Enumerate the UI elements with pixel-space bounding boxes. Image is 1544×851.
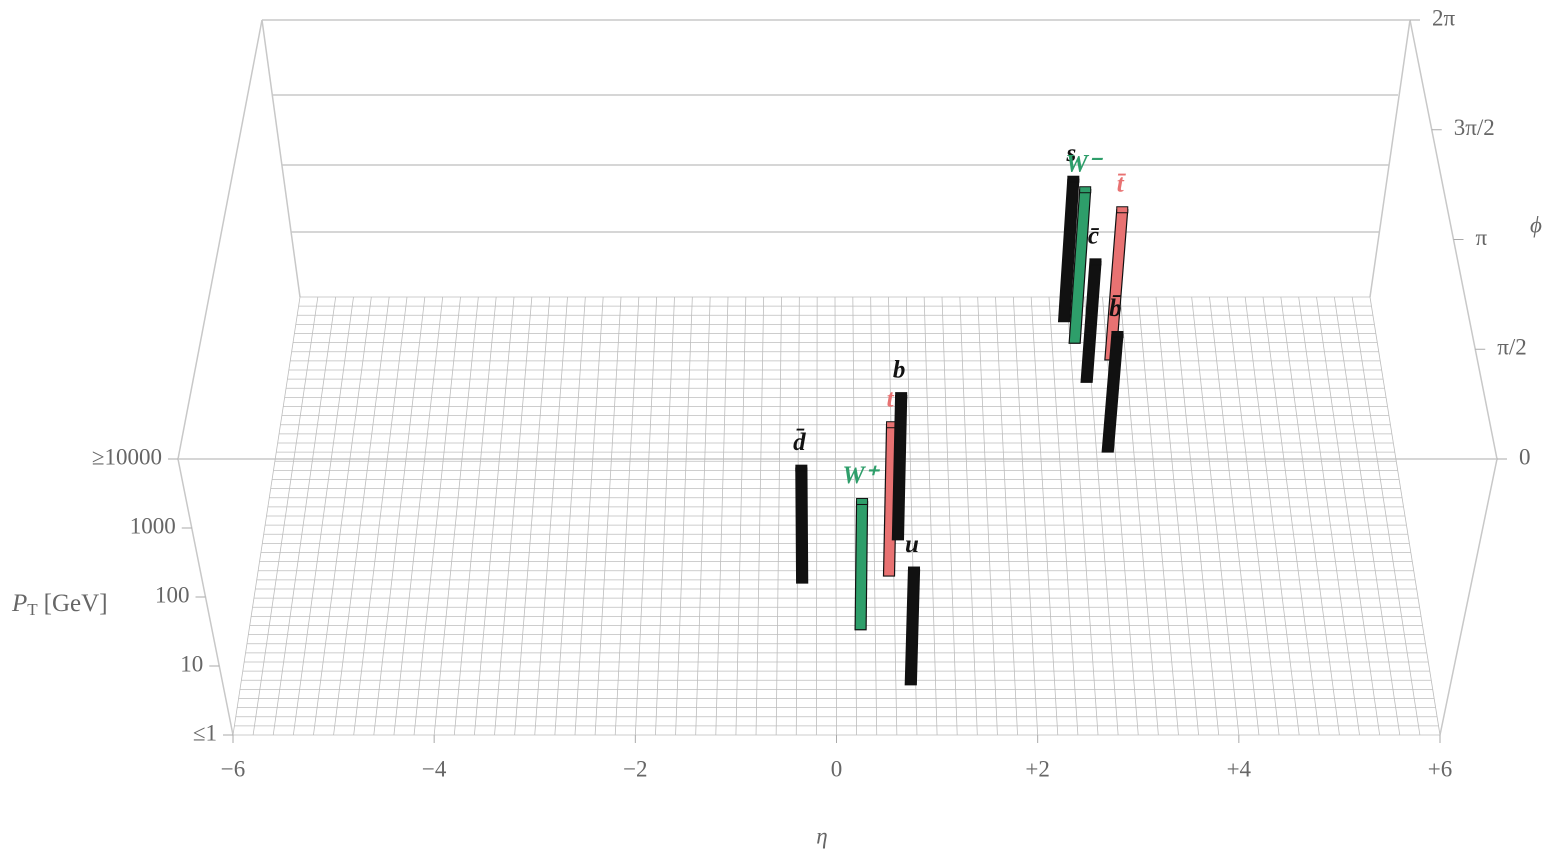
x-tick-label: −4 (422, 756, 447, 781)
bar (904, 569, 921, 686)
z-tick-label: 10 (180, 651, 203, 676)
bar-label: t (887, 385, 895, 412)
bar-cap (795, 464, 808, 472)
y-tick-label: 2π (1432, 5, 1456, 30)
bar-cap (1116, 206, 1129, 214)
z-label-sub: T (27, 600, 38, 619)
bar-cap (856, 497, 869, 505)
z-tick-label: 1000 (130, 513, 176, 538)
z-axis-label: PT [GeV] (11, 590, 108, 619)
bar-label: t̄ (1117, 170, 1127, 197)
x-tick-label: +2 (1025, 756, 1049, 781)
x-tick-label: 0 (831, 756, 843, 781)
floor-mesh (232, 296, 1441, 736)
z-label-main: P (11, 590, 27, 617)
bar-label: W⁻ (1065, 150, 1103, 177)
bar-label: d̄ (793, 429, 806, 456)
z-tick-label: ≥10000 (92, 444, 162, 469)
y-tick-label: π (1476, 225, 1488, 250)
bar (795, 467, 809, 584)
bar-label: u (905, 531, 919, 558)
floor-grid (232, 296, 1441, 736)
bar-label: s (1065, 140, 1076, 167)
bar-label: b (893, 356, 906, 383)
box-frame (177, 19, 1498, 736)
x-tick-label: +6 (1428, 756, 1452, 781)
x-tick-label: +4 (1227, 756, 1252, 781)
bar-label: c̄ (1088, 223, 1100, 250)
bar (854, 500, 869, 631)
bar-cap (895, 392, 908, 400)
bar (891, 395, 908, 541)
bar-cap (1079, 186, 1092, 194)
x-tick-label: −6 (221, 756, 245, 781)
z-tick-label: 100 (155, 582, 190, 607)
y-tick-label: 3π/2 (1454, 115, 1495, 140)
bar-label: b̄ (1109, 295, 1122, 322)
bar-cap (1111, 330, 1124, 338)
bar-cap (1067, 175, 1080, 183)
y-tick-label: 0 (1519, 444, 1531, 469)
bar-label: W⁺ (842, 462, 880, 489)
bar-cap (1089, 258, 1102, 266)
z-label-unit: [GeV] (44, 590, 108, 617)
x-tick-label: −2 (623, 756, 647, 781)
y-axis-label: ϕ (1530, 212, 1542, 237)
y-tick-label: π/2 (1497, 335, 1527, 360)
z-tick-label: ≤1 (193, 720, 217, 745)
bar-cap (908, 566, 921, 574)
x-axis-label: η (816, 823, 827, 848)
